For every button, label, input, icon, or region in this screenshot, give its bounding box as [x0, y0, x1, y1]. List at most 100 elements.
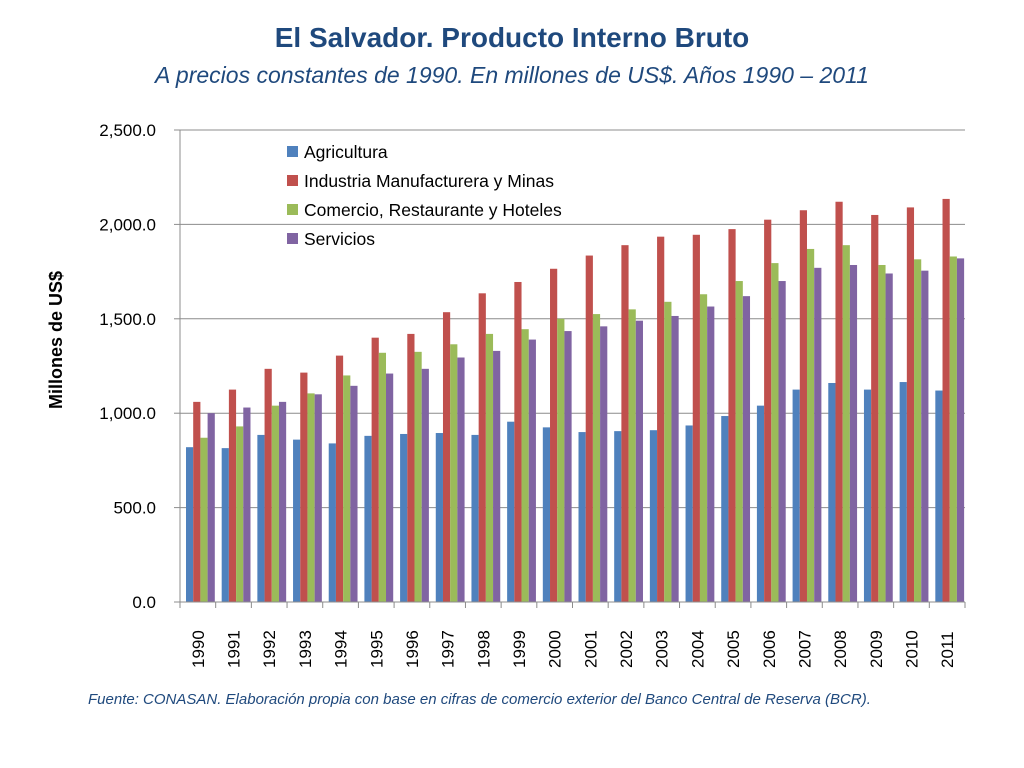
x-tick-label: 2011: [938, 631, 957, 668]
bar-comercio-restaurante-y-hoteles-1998: [485, 333, 494, 602]
bar-servicios-1995: [386, 373, 394, 602]
bar-servicios-2000: [564, 331, 572, 602]
x-tick-label: 2010: [902, 630, 921, 668]
bar-industria-manufacturera-y-minas-2001: [585, 255, 593, 602]
legend: Agricultura Industria Manufacturera y Min…: [287, 142, 562, 249]
bar-industria-manufacturera-y-minas-2002: [621, 245, 629, 602]
bar-servicios-2010: [921, 270, 929, 602]
bar-comercio-restaurante-y-hoteles-2002: [628, 309, 636, 602]
x-tick-label: 2000: [546, 630, 565, 668]
bar-servicios-2003: [671, 315, 679, 602]
bar-servicios-2004: [707, 306, 715, 602]
bar-comercio-restaurante-y-hoteles-2009: [878, 264, 886, 602]
bar-industria-manufacturera-y-minas-2007: [799, 210, 807, 603]
bar-industria-manufacturera-y-minas-2006: [764, 219, 772, 602]
bar-agricultura-2001: [578, 432, 586, 602]
bar-servicios-1994: [350, 385, 358, 602]
x-tick-label: 1996: [403, 630, 422, 668]
bar-comercio-restaurante-y-hoteles-2000: [557, 318, 565, 602]
source-footnote: Fuente: CONASAN. Elaboración propia con …: [88, 691, 871, 708]
x-tick-label: 1991: [225, 630, 244, 668]
bar-agricultura-1995: [364, 435, 372, 602]
bar-comercio-restaurante-y-hoteles-2007: [806, 248, 815, 602]
bar-comercio-restaurante-y-hoteles-2004: [699, 294, 708, 602]
bar-agricultura-1991: [221, 448, 229, 602]
legend-swatch: [287, 146, 298, 157]
x-tick-label: 1990: [189, 630, 208, 668]
bar-comercio-restaurante-y-hoteles-2003: [664, 301, 672, 602]
bar-comercio-restaurante-y-hoteles-2001: [592, 314, 601, 602]
bar-industria-manufacturera-y-minas-1996: [407, 333, 415, 602]
bar-comercio-restaurante-y-hoteles-2006: [771, 263, 779, 602]
x-tick-label: 1995: [367, 630, 386, 668]
chart-subtitle: A precios constantes de 1990. En millone…: [155, 62, 869, 88]
y-tick-label: 0.0: [132, 593, 156, 612]
bar-servicios-1998: [493, 350, 501, 602]
bar-servicios-2007: [814, 267, 822, 602]
x-tick-label: 2001: [581, 630, 600, 668]
x-tick-label: 2005: [724, 630, 743, 668]
x-tick-label: 2003: [653, 630, 672, 668]
bar-comercio-restaurante-y-hoteles-2011: [949, 256, 957, 602]
legend-label: Comercio, Restaurante y Hoteles: [304, 200, 562, 220]
bar-comercio-restaurante-y-hoteles-2008: [842, 245, 850, 602]
x-tick-label: 1992: [260, 630, 279, 668]
bar-industria-manufacturera-y-minas-1997: [442, 312, 451, 602]
bar-servicios-1991: [243, 407, 251, 602]
bar-agricultura-2004: [685, 425, 693, 602]
bar-industria-manufacturera-y-minas-1990: [193, 401, 201, 602]
x-tick-label: 2006: [760, 630, 779, 668]
bar-servicios-2001: [600, 326, 608, 602]
bar-servicios-2002: [635, 320, 643, 602]
bar-agricultura-2011: [935, 390, 943, 602]
bar-servicios-1997: [457, 357, 465, 602]
bar-agricultura-1992: [257, 434, 265, 602]
bar-industria-manufacturera-y-minas-2000: [550, 268, 558, 602]
bar-industria-manufacturera-y-minas-1994: [335, 355, 344, 602]
bar-comercio-restaurante-y-hoteles-1994: [343, 375, 351, 602]
legend-item: Industria Manufacturera y Minas: [287, 171, 554, 191]
y-tick-label: 2,000.0: [99, 215, 156, 234]
bar-comercio-restaurante-y-hoteles-1997: [450, 344, 458, 602]
bar-servicios-2011: [956, 258, 965, 602]
x-tick-label: 2008: [831, 630, 850, 668]
bar-comercio-restaurante-y-hoteles-1999: [521, 329, 529, 602]
bar-servicios-2008: [849, 264, 858, 602]
bar-servicios-1990: [207, 413, 215, 602]
legend-label: Industria Manufacturera y Minas: [304, 171, 554, 191]
y-axis-ticks: 0.0 500.0 1,000.0 1,500.0 2,000.0 2,500.0: [99, 121, 180, 612]
bar-comercio-restaurante-y-hoteles-1995: [378, 352, 387, 602]
bar-comercio-restaurante-y-hoteles-1990: [200, 437, 208, 602]
bars: [186, 198, 965, 603]
bar-agricultura-2006: [756, 405, 765, 602]
x-tick-label: 1997: [439, 630, 458, 668]
bar-agricultura-1994: [328, 443, 336, 602]
bar-agricultura-2005: [721, 416, 729, 602]
legend-swatch: [287, 204, 298, 215]
bar-industria-manufacturera-y-minas-1999: [514, 281, 522, 602]
bar-agricultura-2010: [899, 382, 907, 602]
chart-title: El Salvador. Producto Interno Bruto: [274, 22, 750, 53]
bar-agricultura-1990: [186, 447, 194, 602]
bar-industria-manufacturera-y-minas-1998: [478, 293, 486, 602]
bar-comercio-restaurante-y-hoteles-1992: [271, 405, 279, 602]
legend-item: Agricultura: [287, 142, 388, 162]
y-tick-label: 1,500.0: [99, 310, 156, 329]
bar-agricultura-2007: [792, 389, 800, 602]
bar-servicios-1993: [314, 394, 322, 602]
bar-agricultura-1997: [435, 433, 443, 602]
bar-agricultura-2003: [649, 430, 658, 602]
bar-industria-manufacturera-y-minas-2011: [942, 198, 950, 603]
bar-industria-manufacturera-y-minas-2008: [835, 201, 843, 602]
bar-industria-manufacturera-y-minas-1992: [264, 368, 272, 602]
bar-agricultura-2008: [828, 382, 836, 602]
x-tick-label: 1993: [296, 630, 315, 668]
legend-item: Comercio, Restaurante y Hoteles: [287, 200, 562, 220]
bar-comercio-restaurante-y-hoteles-2010: [914, 259, 922, 602]
bar-comercio-restaurante-y-hoteles-1991: [236, 426, 244, 602]
bar-servicios-1999: [528, 339, 536, 602]
x-axis-ticks: 1990 1991 1992 1993 1994 1995 1996 1997 1998 1999…: [179, 602, 966, 668]
y-axis-label: Millones de US$: [46, 271, 66, 409]
bar-servicios-1996: [421, 368, 429, 602]
bar-agricultura-2000: [542, 427, 551, 602]
